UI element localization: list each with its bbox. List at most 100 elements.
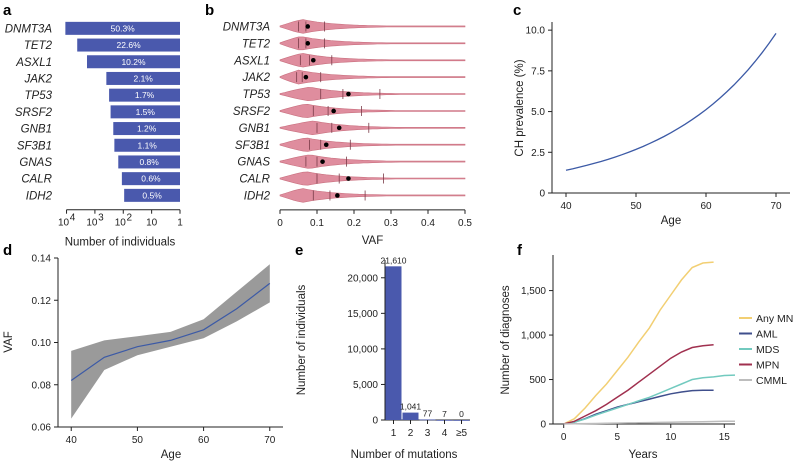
mutation-bar-value: 77	[423, 408, 433, 418]
bar-label-GNAS: 0.8%	[139, 157, 159, 167]
x-tick-exponent: 2	[126, 213, 132, 224]
violin-gene-label-IDH2: IDH2	[244, 190, 271, 202]
mutation-x-tick-label: ≥5	[456, 428, 467, 439]
diagnoses-x-axis-title: Years	[629, 449, 658, 461]
vaf-age-x-tick-label: 70	[264, 435, 276, 446]
bar-CALR	[121, 172, 180, 186]
mutation-bar-2	[419, 419, 436, 421]
bar-DNMT3A	[65, 21, 180, 35]
prevalence-x-tick-label: 60	[700, 201, 712, 212]
violin-mean-dot-GNAS	[320, 159, 325, 164]
prevalence-y-tick-label: 5.0	[531, 107, 545, 118]
bar-label-CALR: 0.6%	[141, 174, 161, 184]
violin-GNAS	[279, 154, 466, 169]
diagnoses-x-tick-label: 15	[719, 432, 731, 443]
violin-x-axis-title: VAF	[362, 235, 384, 247]
vaf-age-y-tick-label: 0.14	[32, 254, 52, 265]
prevalence-y-tick-label: 10.0	[526, 26, 546, 37]
vaf-age-x-tick-label: 60	[198, 435, 210, 446]
violin-mean-dot-TET2	[305, 41, 311, 46]
violin-mean-dot-GNB1	[336, 125, 342, 131]
violin-gene-label-JAK2: JAK2	[242, 72, 271, 84]
diagnoses-series-mpn	[563, 344, 714, 425]
mutation-y-tick-label: 0	[372, 416, 378, 427]
violin-mean-dot-DNMT3A	[305, 24, 311, 29]
violin-x-tick-label: 0.5	[458, 218, 472, 229]
bar-label-GNB1: 1.2%	[137, 124, 157, 134]
bar-label-TET2: 22.6%	[117, 40, 142, 50]
panel-b-violin-chart: DNMT3A TET2 ASXL1 JAK2 TP53 SRSF2 GNB1 SF3B1 GNA…	[223, 19, 472, 247]
prevalence-y-tick-label: 2.5	[531, 148, 545, 159]
violin-gene-label-SF3B1: SF3B1	[235, 140, 270, 152]
mutation-y-tick-label: 10,000	[347, 344, 378, 355]
violin-CALR	[279, 171, 466, 186]
violin-TP53	[279, 87, 466, 102]
diagnoses-y-axis-title: Number of diagnoses	[500, 285, 512, 395]
violin-SF3B1	[279, 137, 466, 152]
violin-mean-dot-SF3B1	[323, 142, 329, 148]
gene-label-GNAS: GNAS	[19, 157, 52, 169]
violin-gene-label-GNB1: GNB1	[239, 123, 270, 135]
x-tick-label: 10	[146, 218, 158, 229]
bar-label-SF3B1: 1.1%	[137, 140, 157, 150]
mutation-x-axis-title: Number of mutations	[351, 449, 458, 461]
violin-ASXL1	[279, 53, 466, 68]
mutation-bar-value: 1,041	[400, 402, 422, 412]
mutation-bar-value: 0	[459, 409, 464, 419]
panel-letter-e: e	[295, 242, 303, 259]
bar-label-ASXL1: 10.2%	[121, 57, 146, 67]
violin-mean-dot-SRSF2	[331, 108, 336, 114]
panel-letter-d: d	[3, 242, 12, 259]
violin-x-tick-label: 0.1	[310, 218, 324, 229]
gene-label-TET2: TET2	[24, 40, 53, 52]
violin-mean-dot-TP53	[346, 91, 351, 97]
violin-mean-dot-IDH2	[335, 193, 340, 198]
panel-c-line-chart: 40 50 60 70 0 2.5 5.0 7.5 10.0 Age CH prevalence (…	[514, 22, 790, 227]
violin-gene-label-TP53: TP53	[243, 89, 271, 101]
vaf-age-y-tick-label: 0.06	[32, 423, 52, 434]
mutation-y-axis-title: Number of individuals	[296, 284, 308, 395]
mutation-bar-value: 7	[442, 409, 447, 419]
bar-TET2	[77, 38, 180, 52]
prevalence-x-axis-title: Age	[661, 215, 681, 227]
mutation-x-tick-label: 2	[408, 428, 414, 439]
prevalence-y-tick-label: 0	[539, 189, 545, 200]
diagnoses-x-tick-label: 5	[614, 432, 620, 443]
violin-IDH2	[279, 188, 466, 203]
prevalence-x-tick-label: 50	[630, 201, 642, 212]
mutation-bar-value: 21,610	[381, 255, 407, 265]
bar-GNB1	[113, 122, 180, 136]
bar-SF3B1	[114, 138, 180, 152]
gene-label-IDH2: IDH2	[26, 190, 53, 202]
mutation-y-tick-label: 5,000	[353, 380, 378, 391]
prevalence-x-tick-label: 70	[770, 201, 782, 212]
vaf-age-x-tick-label: 40	[66, 435, 78, 446]
violin-gene-label-DNMT3A: DNMT3A	[223, 21, 271, 33]
violin-gene-label-ASXL1: ASXL1	[233, 55, 270, 67]
violin-DNMT3A	[279, 19, 466, 34]
bar-TP53	[109, 88, 180, 102]
violin-gene-label-SRSF2: SRSF2	[233, 106, 271, 118]
mutation-x-tick-label: 1	[391, 428, 397, 439]
mutation-y-tick-label: 20,000	[347, 273, 378, 284]
bar-label-IDH2: 0.5%	[142, 190, 162, 200]
panel-d-band-chart: 40 50 60 70 0.06 0.08 0.10 0.12 0.14 Age VAF	[3, 254, 283, 461]
violin-x-tick-label: 0.2	[347, 218, 361, 229]
violin-gene-label-GNAS: GNAS	[237, 157, 270, 169]
panel-letter-f: f	[517, 242, 523, 259]
diagnoses-y-tick-label: 1,000	[521, 331, 546, 342]
gene-label-ASXL1: ASXL1	[15, 57, 52, 69]
violin-SRSF2	[279, 103, 466, 118]
gene-label-TP53: TP53	[25, 90, 53, 102]
vaf-age-confidence-band	[71, 264, 270, 419]
vaf-age-x-tick-label: 50	[132, 435, 144, 446]
diagnoses-series-any-mn	[563, 261, 714, 425]
legend-label-mds: MDS	[756, 344, 779, 356]
gene-label-CALR: CALR	[21, 174, 52, 186]
bar-label-DNMT3A: 50.3%	[111, 23, 136, 33]
legend-label-aml: AML	[756, 329, 778, 341]
gene-label-JAK2: JAK2	[24, 73, 53, 85]
panel-letter-a: a	[3, 2, 12, 19]
